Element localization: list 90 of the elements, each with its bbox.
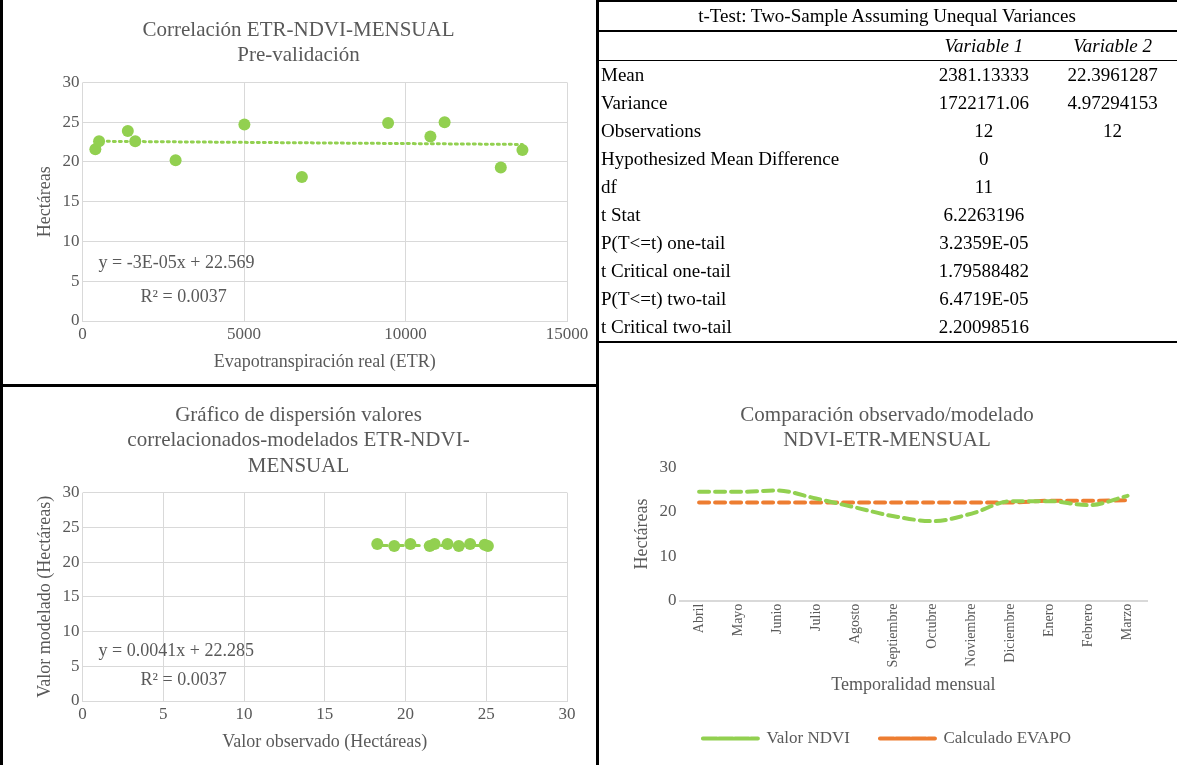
text: 4.97294153	[1067, 92, 1158, 113]
x-tick-label: 20	[397, 703, 415, 723]
annotation: R² = 0.0037	[140, 668, 227, 689]
point	[295, 171, 308, 184]
y-tick-label: 20	[659, 501, 677, 521]
x-tick-label: Junio	[768, 603, 784, 634]
y-tick-label: 10	[62, 230, 80, 250]
x-tick-label: Marzo	[1119, 603, 1135, 641]
y-tick-label: 25	[62, 516, 80, 536]
y-tick-label: 20	[62, 551, 80, 571]
y-tick-label: 30	[62, 482, 80, 502]
text: 3.2359E-05	[939, 232, 1029, 253]
legend-label: Calculado EVAPO	[943, 727, 1072, 747]
legend-label: Valor NDVI	[766, 727, 851, 747]
y-tick-label: 25	[62, 111, 80, 131]
category-label: t Critical two-tail	[601, 316, 732, 337]
x-tick-label: Diciembre	[1002, 603, 1018, 663]
x-tick-label: 15000	[545, 323, 589, 343]
text: 2381.13333	[938, 64, 1029, 85]
text: 12	[1103, 120, 1123, 141]
point	[494, 161, 507, 174]
x-tick-label: Mayo	[729, 603, 745, 637]
text: 0	[979, 148, 989, 169]
x-tick-label: 10000	[384, 323, 427, 343]
category-label: Observations	[601, 120, 702, 141]
y-tick-label: 15	[62, 191, 80, 211]
x-tick-label: 15	[316, 703, 334, 723]
category-label: Mean	[601, 64, 645, 85]
chart-title: Gráfico de dispersión valores correlacionados-modelados ETR-NDVI- MENSUAL	[127, 402, 470, 477]
y-tick-label: 0	[71, 310, 80, 330]
annotation: y = 0.0041x + 22.285	[98, 639, 254, 660]
category-label: Variance	[601, 92, 668, 113]
category-label: Variable 2	[1048, 31, 1177, 61]
point	[129, 135, 142, 148]
x-tick-label: Febrero	[1080, 603, 1096, 648]
x-axis-title: Evapotranspiración real (ETR)	[213, 350, 436, 372]
category-label: P(T<=t) two-tail	[601, 288, 727, 309]
y-axis-title: Hectáreas	[33, 166, 54, 238]
category-label: df	[601, 176, 617, 197]
x-tick-label: 25	[477, 703, 495, 723]
y-tick-label: 10	[659, 545, 677, 565]
x-tick-label: Septiembre	[885, 603, 901, 668]
category-label: Variable 1	[919, 31, 1049, 61]
point	[516, 144, 529, 156]
y-axis-title: Hectáreas	[630, 498, 651, 570]
y-tick-label: 30	[62, 71, 80, 91]
text: 2.20098516	[938, 316, 1029, 337]
x-tick-label: Enero	[1041, 603, 1057, 638]
point	[238, 118, 251, 131]
text: 1722171.06	[938, 92, 1029, 113]
y-tick-label: 30	[659, 456, 677, 476]
text: 11	[974, 176, 994, 197]
point	[438, 116, 451, 129]
text: 6.2263196	[943, 204, 1025, 225]
x-axis-title: Temporalidad mensual	[831, 673, 996, 694]
line-series	[697, 488, 1130, 524]
x-axis-title: Valor observado (Hectáreas)	[222, 730, 428, 752]
x-tick-label: 10	[235, 703, 253, 723]
y-tick-label: 0	[71, 690, 80, 710]
point	[382, 116, 395, 129]
category-label: P(T<=t) one-tail	[601, 232, 726, 253]
x-tick-label: 30	[558, 703, 576, 723]
x-tick-label: Octubre	[924, 603, 940, 649]
annotation: y = -3E-05x + 22.569	[98, 252, 255, 273]
text: 12	[974, 120, 994, 141]
category-label: t Critical one-tail	[601, 260, 731, 281]
x-tick-label: Abril	[690, 603, 706, 634]
y-tick-label: 20	[62, 151, 80, 171]
y-tick-label: 5	[71, 270, 80, 290]
y-axis-title: Valor modelado (Hectáreas)	[33, 495, 55, 698]
x-tick-label: 5000	[227, 323, 262, 343]
point	[424, 130, 437, 143]
text: 22.3961287	[1067, 64, 1158, 85]
x-tick-label: Agosto	[846, 603, 862, 645]
point	[93, 135, 106, 148]
point	[121, 124, 134, 137]
category-label: Hypothesized Mean Difference	[601, 148, 840, 169]
x-tick-label: Noviembre	[963, 603, 979, 667]
text: 6.4719E-05	[939, 288, 1029, 309]
text: t-Test: Two-Sample Assuming Unequal Variances	[597, 1, 1177, 31]
category-label: t Stat	[601, 204, 641, 225]
y-tick-label: 0	[668, 590, 677, 610]
text: 1.79588482	[938, 260, 1029, 281]
chart-title: Comparación observado/modelado NDVI-ETR-MENSUAL	[740, 402, 1034, 452]
chart-title: Correlación ETR-NDVI-MENSUAL Pre-validación	[142, 17, 455, 67]
x-tick-label: Julio	[807, 603, 823, 631]
point	[169, 154, 182, 167]
x-tick-label: 5	[159, 703, 168, 723]
annotation: R² = 0.0037	[140, 285, 227, 306]
y-tick-label: 15	[62, 586, 80, 606]
